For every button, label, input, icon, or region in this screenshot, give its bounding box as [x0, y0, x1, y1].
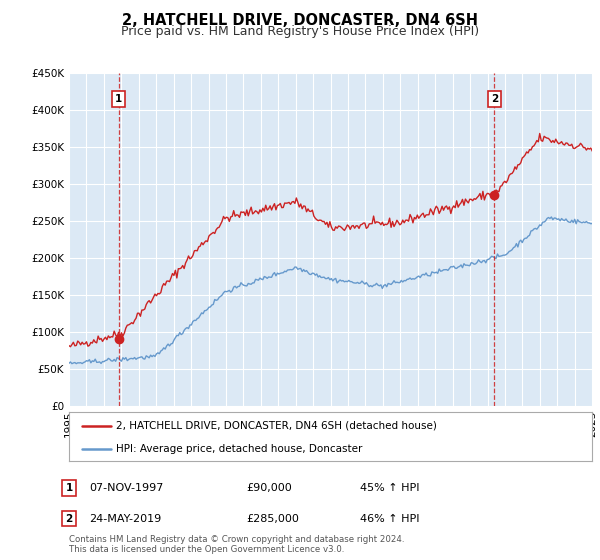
Text: 45% ↑ HPI: 45% ↑ HPI: [360, 483, 419, 493]
Text: £285,000: £285,000: [246, 514, 299, 524]
Text: HPI: Average price, detached house, Doncaster: HPI: Average price, detached house, Donc…: [116, 444, 362, 454]
Text: 46% ↑ HPI: 46% ↑ HPI: [360, 514, 419, 524]
Text: This data is licensed under the Open Government Licence v3.0.: This data is licensed under the Open Gov…: [69, 545, 344, 554]
Text: 2: 2: [65, 514, 73, 524]
Text: 2, HATCHELL DRIVE, DONCASTER, DN4 6SH (detached house): 2, HATCHELL DRIVE, DONCASTER, DN4 6SH (d…: [116, 421, 437, 431]
Text: 24-MAY-2019: 24-MAY-2019: [89, 514, 161, 524]
Text: Contains HM Land Registry data © Crown copyright and database right 2024.: Contains HM Land Registry data © Crown c…: [69, 535, 404, 544]
Text: 07-NOV-1997: 07-NOV-1997: [89, 483, 163, 493]
Text: 2, HATCHELL DRIVE, DONCASTER, DN4 6SH: 2, HATCHELL DRIVE, DONCASTER, DN4 6SH: [122, 13, 478, 28]
Text: Price paid vs. HM Land Registry's House Price Index (HPI): Price paid vs. HM Land Registry's House …: [121, 25, 479, 38]
Text: 1: 1: [115, 94, 122, 104]
Text: £90,000: £90,000: [246, 483, 292, 493]
Text: 1: 1: [65, 483, 73, 493]
Text: 2: 2: [491, 94, 498, 104]
